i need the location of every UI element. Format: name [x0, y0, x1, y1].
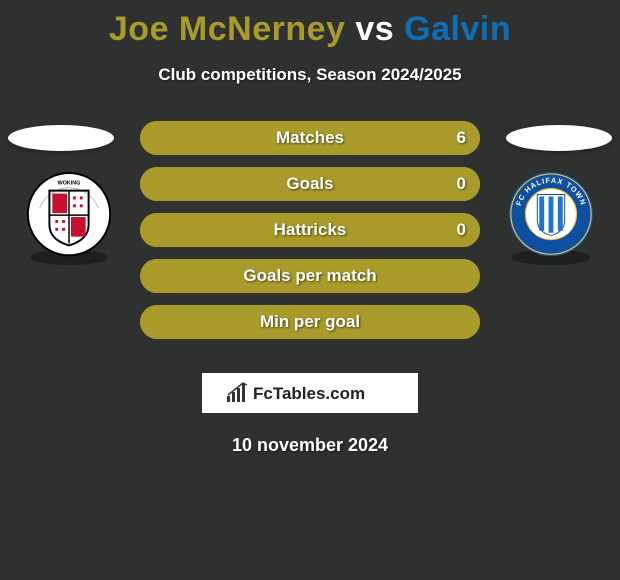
stat-bars: Matches 6 Goals 0 Hattricks 0 Goals per match M… — [140, 121, 480, 351]
comparison-section: WOKING FC HALIFAX TOWN THE SHAYMEN Match… — [0, 115, 620, 355]
stat-right-value: 0 — [457, 220, 466, 240]
stat-bar: Matches 6 — [140, 121, 480, 155]
stat-label: Min per goal — [260, 312, 360, 332]
stat-label: Goals per match — [243, 266, 376, 286]
stat-bar: Goals per match — [140, 259, 480, 293]
stat-bar: Hattricks 0 — [140, 213, 480, 247]
page-title: Joe McNerney vs Galvin — [0, 0, 620, 49]
player2-crest: FC HALIFAX TOWN THE SHAYMEN — [502, 171, 600, 269]
vs-text: vs — [345, 10, 404, 48]
player2-name: Galvin — [404, 10, 511, 48]
player2-ellipse — [506, 125, 612, 151]
stat-label: Goals — [286, 174, 333, 194]
subtitle: Club competitions, Season 2024/2025 — [0, 65, 620, 85]
svg-text:WOKING: WOKING — [58, 181, 81, 187]
stat-label: Hattricks — [274, 220, 347, 240]
stat-bar: Min per goal — [140, 305, 480, 339]
stat-right-value: 0 — [457, 174, 466, 194]
date-text: 10 november 2024 — [0, 435, 620, 456]
stat-label: Matches — [276, 128, 344, 148]
player1-crest: WOKING — [20, 171, 118, 269]
player1-ellipse — [8, 125, 114, 151]
stat-bar: Goals 0 — [140, 167, 480, 201]
stat-right-value: 6 — [457, 128, 466, 148]
brand-text: FcTables.com — [253, 384, 365, 403]
brand-box: FcTables.com — [202, 373, 418, 413]
player1-name: Joe McNerney — [109, 10, 346, 48]
